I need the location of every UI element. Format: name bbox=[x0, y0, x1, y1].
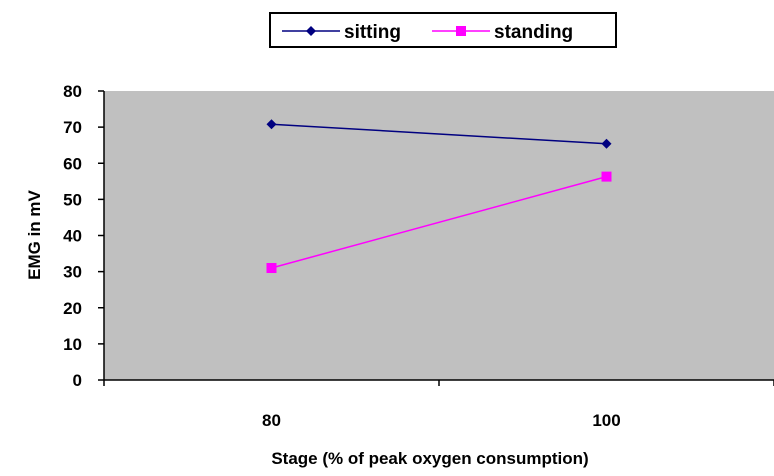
x-tick-label: 100 bbox=[592, 411, 620, 430]
legend-sitting-label: sitting bbox=[344, 22, 401, 43]
y-tick-label: 20 bbox=[63, 299, 82, 318]
y-tick-label: 60 bbox=[63, 154, 82, 173]
y-axis-title: EMG in mV bbox=[25, 189, 44, 279]
x-axis-ticks: 80 100 bbox=[103, 380, 774, 430]
y-tick-label: 80 bbox=[63, 82, 82, 101]
sitting-series-line bbox=[271, 123, 607, 145]
y-tick-label: 50 bbox=[63, 190, 82, 209]
legend-standing-label: standing bbox=[494, 22, 573, 43]
legend-standing-marker bbox=[456, 26, 466, 36]
y-tick-label: 70 bbox=[63, 118, 82, 137]
legend-box bbox=[269, 12, 617, 48]
sitting-point bbox=[601, 138, 612, 149]
legend-sitting-marker bbox=[306, 26, 316, 36]
y-tick-label: 40 bbox=[63, 227, 82, 246]
plot-area bbox=[104, 91, 774, 380]
y-tick-label: 0 bbox=[73, 371, 82, 390]
y-tick-label: 30 bbox=[63, 263, 82, 282]
standing-point bbox=[601, 171, 612, 182]
standing-series-line bbox=[271, 175, 607, 269]
x-tick-label: 80 bbox=[262, 411, 281, 430]
legend: sitting standing bbox=[269, 12, 617, 48]
series-layer bbox=[266, 119, 612, 274]
sitting-point bbox=[266, 119, 277, 130]
x-axis-title: Stage (% of peak oxygen consumption) bbox=[271, 449, 588, 468]
standing-point bbox=[266, 263, 277, 274]
y-axis-ticks: 0 10 20 30 40 50 60 70 80 bbox=[63, 82, 104, 390]
y-tick-label: 10 bbox=[63, 335, 82, 354]
